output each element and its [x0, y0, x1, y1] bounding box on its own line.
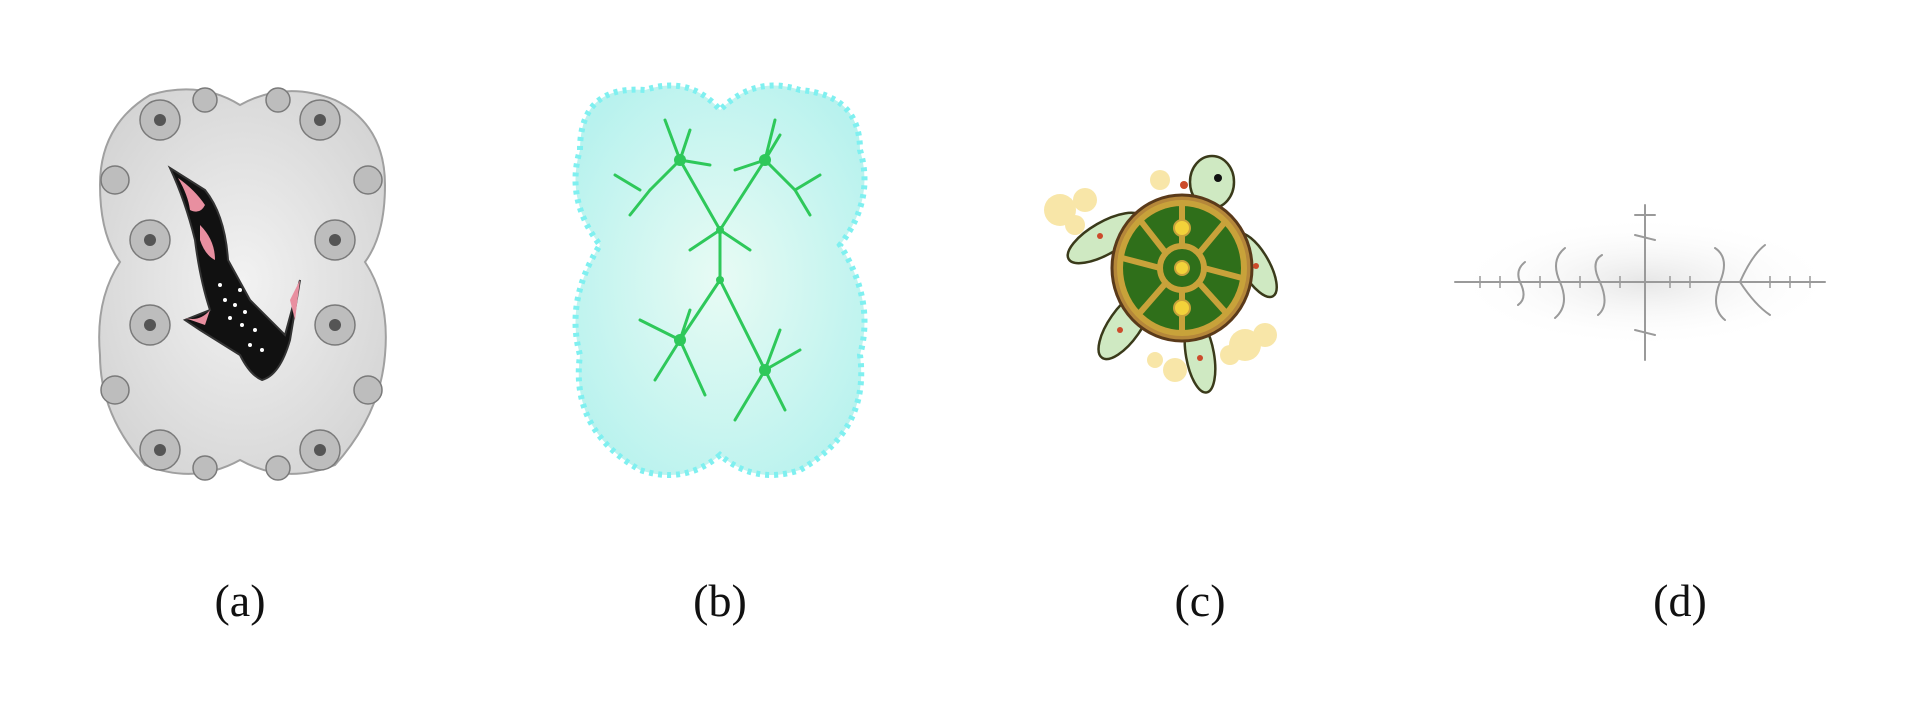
shark-fractal-image	[98, 87, 387, 481]
panel-d-label: (d)	[1653, 575, 1707, 626]
panel-d: (d)	[1440, 0, 1920, 720]
panel-c-label: (c)	[1174, 575, 1226, 626]
shark-icon	[167, 165, 301, 382]
turtle-fractal-image	[1044, 154, 1278, 394]
panel-b-label: (b)	[693, 575, 747, 626]
panel-c: (c)	[960, 0, 1440, 720]
green-fractal-image	[572, 82, 868, 478]
panel-a-label: (a)	[214, 575, 266, 626]
panel-a: (a)	[0, 0, 480, 720]
panel-b: (b)	[480, 0, 960, 720]
dendrite-fractal-image	[1454, 204, 1826, 361]
